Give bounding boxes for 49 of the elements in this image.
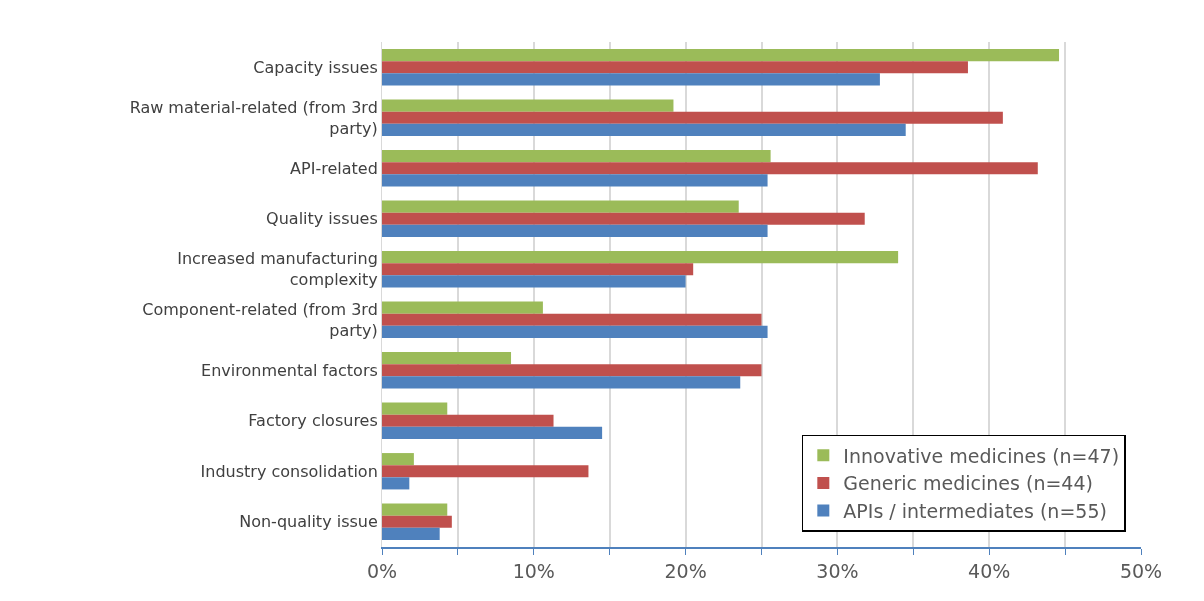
y-tick-label: API-related xyxy=(290,158,378,178)
y-tick-label: Capacity issues xyxy=(253,57,378,77)
bar xyxy=(382,364,762,377)
x-tick-label: 10% xyxy=(512,559,555,582)
bar xyxy=(382,275,686,288)
x-tick-label: 0% xyxy=(366,559,398,582)
bar xyxy=(382,111,1003,124)
bar xyxy=(382,49,1060,62)
bar xyxy=(382,352,512,365)
bar xyxy=(382,73,880,86)
x-tick-label: 30% xyxy=(816,559,859,582)
y-tick-label: Raw material-related (from 3rd party) xyxy=(129,97,378,138)
bar xyxy=(382,99,674,112)
x-tick-label: 20% xyxy=(664,559,707,582)
bar xyxy=(382,376,741,389)
bar xyxy=(382,150,771,163)
bar xyxy=(382,453,414,466)
bar xyxy=(382,162,1038,175)
y-tick-label: Non-quality issue xyxy=(239,512,378,532)
legend-label: Generic medicines (n=44) xyxy=(843,472,1093,495)
y-tick-label: Component-related (from 3rd party) xyxy=(142,299,378,340)
bar xyxy=(382,414,554,427)
bar xyxy=(382,503,448,516)
y-tick-label: Environmental factors xyxy=(201,360,378,380)
bar xyxy=(382,477,410,490)
bar xyxy=(382,251,899,264)
y-tick-label: Quality issues xyxy=(266,209,378,229)
bar xyxy=(382,263,694,276)
bar xyxy=(382,515,452,528)
bar xyxy=(382,527,440,540)
bar xyxy=(382,200,739,213)
bar xyxy=(382,61,968,74)
bar xyxy=(382,426,603,439)
bar xyxy=(382,212,865,225)
legend-label: Innovative medicines (n=47) xyxy=(843,444,1120,467)
legend-label: APIs / intermediates (n=55) xyxy=(843,500,1107,523)
bar xyxy=(382,174,768,187)
y-tick-label: Factory closures xyxy=(248,411,378,431)
bar xyxy=(382,301,543,314)
bar xyxy=(382,402,448,415)
x-tick-label: 50% xyxy=(1119,559,1163,582)
x-tick-label: 40% xyxy=(968,559,1011,582)
bar xyxy=(382,313,762,326)
y-tick-label: Industry consolidation xyxy=(200,461,378,481)
bar xyxy=(382,123,906,136)
y-tick-label: Increased manufacturing complexity xyxy=(177,249,378,290)
bar xyxy=(382,465,589,478)
bar xyxy=(382,325,768,338)
bar xyxy=(382,224,768,237)
